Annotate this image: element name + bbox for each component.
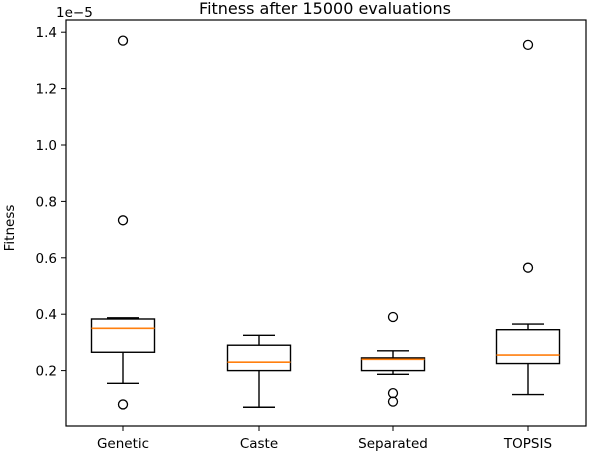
y-tick-label: 0.6 (36, 251, 57, 267)
plot-area-frame (65, 19, 587, 427)
x-tick-label: Genetic (97, 436, 149, 452)
outlier-point (522, 39, 534, 51)
box-topsis (495, 39, 561, 396)
box-iqr (226, 344, 292, 372)
y-scale-label: 1e−5 (56, 5, 93, 21)
y-axis-label: Fitness (2, 205, 18, 252)
y-axis-ticks: 0.2 0.4 0.6 0.8 1.0 1.2 1.4 (36, 25, 66, 380)
x-tick-label: Separated (358, 436, 428, 452)
box-plot-series (90, 35, 561, 410)
y-tick-label: 0.4 (36, 307, 57, 323)
outlier-point (522, 262, 534, 273)
y-tick-label: 1.2 (36, 82, 57, 98)
outlier-point (387, 396, 399, 407)
chart-title: Fitness after 15000 evaluations (199, 0, 451, 18)
outlier-point (117, 399, 129, 410)
y-tick-label: 0.2 (36, 364, 57, 380)
outlier-point (117, 35, 129, 46)
x-axis-ticks: Genetic Caste Separated TOPSIS (97, 426, 552, 452)
box-iqr (495, 329, 561, 365)
outlier-point (387, 388, 399, 399)
box-genetic (90, 35, 156, 410)
box-iqr (360, 357, 426, 372)
box-iqr (90, 318, 156, 353)
x-tick-label: TOPSIS (503, 436, 552, 452)
y-tick-label: 1.0 (36, 138, 57, 154)
outlier-point (117, 215, 129, 226)
outlier-point (387, 311, 399, 323)
x-tick-label: Caste (240, 436, 278, 452)
box-caste (226, 334, 292, 408)
y-tick-label: 0.8 (36, 194, 57, 210)
box-separated (360, 311, 426, 407)
y-tick-label: 1.4 (36, 25, 57, 41)
